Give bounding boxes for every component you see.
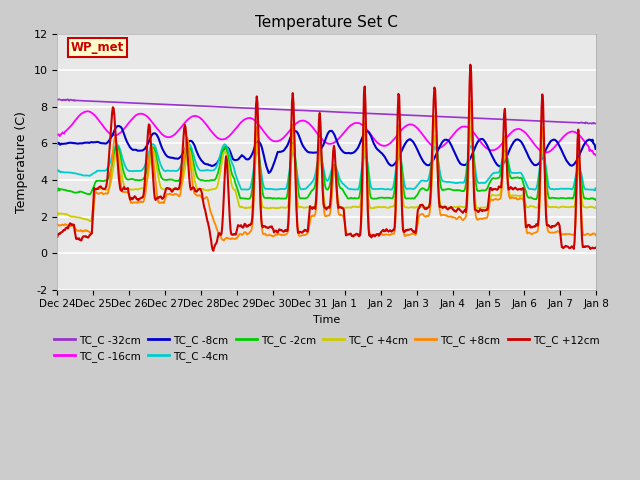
TC_C +4cm — [203, 187, 211, 193]
TC_C +12cm — [173, 186, 181, 192]
TC_C -4cm — [174, 167, 182, 173]
TC_C -8cm — [54, 141, 61, 147]
TC_C -8cm — [120, 129, 127, 135]
TC_C -2cm — [592, 197, 600, 203]
TC_C -32cm — [203, 103, 211, 109]
Line: TC_C -32cm: TC_C -32cm — [58, 99, 596, 124]
TC_C -16cm — [409, 122, 417, 128]
TC_C +8cm — [593, 233, 600, 239]
Legend: TC_C -32cm, TC_C -16cm, TC_C -8cm, TC_C -4cm, TC_C -2cm, TC_C +4cm, TC_C +8cm, T: TC_C -32cm, TC_C -16cm, TC_C -8cm, TC_C … — [50, 331, 604, 366]
TC_C -2cm — [173, 178, 181, 184]
TC_C -32cm — [120, 100, 127, 106]
TC_C -16cm — [84, 108, 92, 114]
TC_C +8cm — [173, 192, 181, 197]
TC_C -16cm — [393, 133, 401, 139]
TC_C -16cm — [174, 128, 182, 134]
TC_C -2cm — [593, 197, 600, 203]
TC_C -4cm — [393, 159, 401, 165]
TC_C +8cm — [409, 230, 417, 236]
TC_C +8cm — [54, 221, 61, 227]
TC_C +4cm — [54, 212, 61, 218]
TC_C -8cm — [174, 156, 182, 162]
TC_C -32cm — [54, 96, 61, 102]
TC_C -4cm — [593, 187, 600, 193]
X-axis label: Time: Time — [313, 315, 340, 325]
TC_C -8cm — [115, 123, 122, 129]
TC_C -8cm — [265, 170, 273, 176]
TC_C +12cm — [63, 225, 71, 230]
TC_C -8cm — [63, 140, 71, 146]
TC_C +12cm — [209, 248, 217, 253]
TC_C -4cm — [148, 141, 156, 147]
TC_C +12cm — [202, 211, 210, 216]
TC_C -2cm — [408, 195, 416, 201]
TC_C -4cm — [203, 168, 211, 173]
TC_C -32cm — [593, 120, 600, 126]
TC_C -16cm — [203, 122, 211, 128]
TC_C -32cm — [393, 112, 401, 118]
TC_C -32cm — [409, 112, 417, 118]
TC_C +4cm — [174, 187, 182, 192]
TC_C +4cm — [593, 204, 600, 210]
TC_C -16cm — [63, 127, 71, 133]
Y-axis label: Temperature (C): Temperature (C) — [15, 111, 28, 213]
TC_C +8cm — [393, 176, 401, 181]
TC_C +4cm — [87, 218, 95, 224]
TC_C +12cm — [119, 186, 127, 192]
Line: TC_C -8cm: TC_C -8cm — [58, 126, 596, 173]
TC_C -32cm — [588, 121, 596, 127]
TC_C -2cm — [467, 129, 475, 135]
TC_C +8cm — [220, 238, 228, 243]
TC_C +12cm — [409, 228, 417, 234]
Text: WP_met: WP_met — [71, 40, 124, 54]
TC_C -2cm — [54, 188, 61, 194]
TC_C -32cm — [174, 102, 182, 108]
TC_C -4cm — [119, 156, 127, 162]
TC_C -4cm — [591, 188, 598, 193]
TC_C -8cm — [394, 156, 401, 162]
TC_C -2cm — [119, 165, 127, 170]
TC_C +12cm — [54, 234, 61, 240]
TC_C +4cm — [63, 212, 71, 217]
TC_C -8cm — [593, 145, 600, 151]
Line: TC_C +12cm: TC_C +12cm — [58, 65, 596, 251]
Line: TC_C -4cm: TC_C -4cm — [58, 144, 596, 191]
TC_C +12cm — [467, 62, 474, 68]
Line: TC_C +8cm: TC_C +8cm — [58, 101, 596, 240]
TC_C +8cm — [467, 98, 475, 104]
TC_C +4cm — [393, 169, 401, 175]
TC_C +8cm — [119, 189, 127, 195]
TC_C +12cm — [393, 146, 401, 152]
TC_C +4cm — [467, 123, 475, 129]
TC_C -2cm — [392, 168, 400, 174]
TC_C -4cm — [63, 169, 71, 175]
TC_C +4cm — [409, 204, 417, 210]
Line: TC_C -2cm: TC_C -2cm — [58, 132, 596, 200]
TC_C -32cm — [55, 96, 63, 102]
TC_C +8cm — [63, 223, 71, 228]
TC_C -16cm — [120, 127, 127, 132]
TC_C +12cm — [593, 244, 600, 250]
TC_C +4cm — [120, 180, 127, 186]
Line: TC_C -16cm: TC_C -16cm — [58, 111, 596, 156]
TC_C -2cm — [63, 188, 71, 193]
Line: TC_C +4cm: TC_C +4cm — [58, 126, 596, 221]
TC_C -16cm — [54, 132, 61, 138]
TC_C -2cm — [202, 178, 210, 184]
TC_C -8cm — [410, 139, 417, 145]
TC_C -4cm — [409, 186, 417, 192]
TC_C -8cm — [203, 161, 211, 167]
TC_C -32cm — [64, 96, 72, 102]
TC_C -4cm — [54, 167, 61, 172]
TC_C +8cm — [202, 194, 210, 200]
TC_C -16cm — [593, 153, 600, 158]
Title: Temperature Set C: Temperature Set C — [255, 15, 398, 30]
